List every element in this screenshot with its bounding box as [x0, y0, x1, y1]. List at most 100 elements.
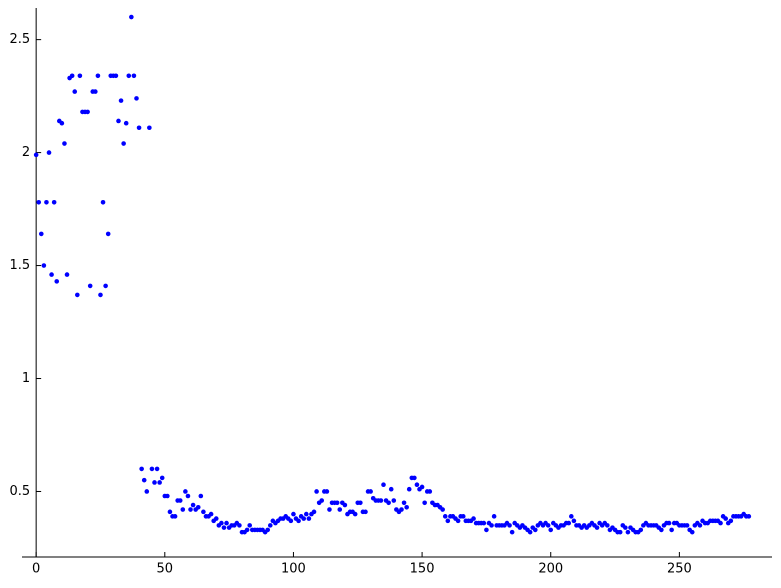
x-tick-label: 150	[410, 562, 435, 577]
point	[149, 466, 155, 472]
point	[399, 507, 404, 512]
point	[414, 482, 420, 488]
point	[100, 199, 106, 205]
point	[121, 141, 126, 146]
point	[224, 520, 229, 526]
point	[386, 500, 391, 506]
point	[569, 514, 574, 519]
point	[311, 509, 317, 515]
point	[54, 279, 60, 284]
point	[507, 523, 512, 528]
point	[509, 529, 515, 535]
point	[152, 480, 157, 485]
point	[51, 199, 57, 205]
point	[358, 500, 363, 506]
point	[75, 292, 80, 298]
point	[391, 498, 397, 503]
x-tick-label: 50	[157, 562, 174, 577]
point	[185, 493, 191, 499]
point	[93, 89, 98, 94]
point	[319, 498, 325, 503]
point	[381, 482, 386, 488]
point	[296, 518, 301, 524]
point	[167, 509, 173, 515]
point	[69, 73, 75, 79]
point	[406, 486, 412, 492]
point	[334, 500, 340, 506]
point	[460, 514, 466, 519]
point	[491, 514, 497, 519]
point	[291, 511, 296, 517]
point	[219, 520, 224, 526]
point	[64, 272, 70, 277]
point	[314, 489, 319, 494]
point	[126, 73, 132, 79]
point	[36, 199, 42, 205]
point	[378, 498, 384, 503]
point	[247, 523, 253, 528]
point	[669, 527, 674, 533]
point	[72, 89, 78, 94]
point	[113, 73, 119, 79]
point	[489, 523, 494, 528]
point	[244, 527, 250, 533]
point	[144, 489, 150, 494]
point	[267, 523, 273, 528]
y-tick-label: 0.5	[9, 484, 30, 499]
point	[159, 475, 165, 481]
point	[617, 529, 623, 535]
point	[571, 518, 577, 524]
point	[136, 125, 142, 131]
point	[623, 525, 628, 530]
point	[188, 507, 193, 512]
point	[105, 231, 111, 237]
point	[123, 120, 129, 126]
point	[116, 118, 121, 124]
x-tick-label: 200	[538, 562, 563, 577]
point	[445, 518, 451, 524]
point	[180, 507, 186, 512]
point	[484, 527, 489, 533]
point	[190, 502, 196, 508]
point	[177, 498, 183, 503]
point	[154, 466, 160, 472]
point	[697, 523, 703, 528]
point	[532, 527, 538, 533]
point	[237, 523, 242, 528]
point	[352, 511, 358, 517]
point	[684, 523, 690, 528]
point	[481, 520, 487, 526]
point	[337, 507, 343, 512]
point	[118, 98, 124, 103]
y-tick-label: 2	[22, 145, 30, 160]
x-tick-label: 250	[667, 562, 692, 577]
point	[183, 489, 188, 494]
y-tick-label: 1	[22, 371, 30, 386]
point	[301, 516, 307, 521]
point	[59, 120, 65, 126]
point	[427, 489, 433, 494]
point	[471, 516, 476, 521]
point	[95, 73, 101, 79]
point	[440, 507, 445, 512]
point	[221, 525, 227, 530]
point	[545, 523, 551, 528]
point	[728, 518, 734, 524]
point	[666, 520, 672, 526]
point	[527, 529, 533, 535]
point	[213, 516, 219, 521]
y-tick-label: 2.5	[9, 32, 30, 47]
point	[594, 525, 600, 530]
point	[131, 73, 137, 79]
point	[44, 199, 49, 205]
point	[455, 518, 461, 524]
point	[46, 150, 52, 155]
y-tick-label: 1.5	[9, 258, 30, 273]
x-tick-label: 0	[32, 562, 40, 577]
point	[412, 475, 417, 481]
point	[723, 516, 728, 521]
point	[342, 502, 348, 508]
x-tick-label: 100	[281, 562, 306, 577]
point	[404, 504, 409, 510]
